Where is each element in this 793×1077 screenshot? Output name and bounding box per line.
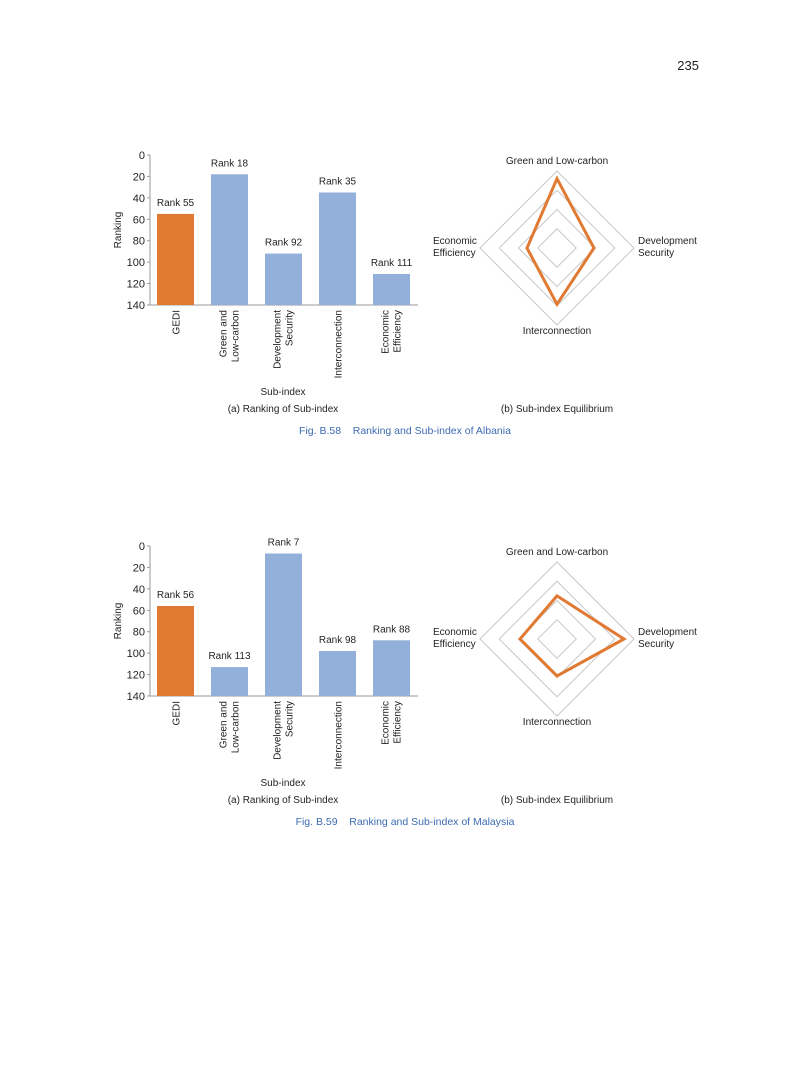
radar-chart-caption: (b) Sub-index Equilibrium <box>501 404 613 415</box>
y-tick-label: 120 <box>127 279 145 291</box>
radar-grid-ring <box>498 189 616 307</box>
y-tick-label: 80 <box>133 236 145 248</box>
radar-grid-ring <box>498 580 616 698</box>
bar-3 <box>319 192 356 305</box>
x-category-label: Interconnection <box>334 310 345 378</box>
radar-axis-label: Efficiency <box>433 639 476 650</box>
bar-2 <box>265 553 302 696</box>
bar-data-label: Rank 88 <box>373 624 411 635</box>
figure-caption: Fig. B.59 Ranking and Sub-index of Malay… <box>296 816 515 828</box>
radar-grid-ring <box>479 561 635 717</box>
x-category-label: Security <box>285 310 296 346</box>
y-tick-label: 0 <box>139 541 145 553</box>
x-category-label: Economic <box>381 310 392 354</box>
bar-data-label: Rank 55 <box>157 198 195 209</box>
radar-axis-label: Interconnection <box>523 717 591 728</box>
radar-axis-label: Security <box>638 248 674 259</box>
radar-axis-label: Security <box>638 639 674 650</box>
y-tick-label: 20 <box>133 562 145 574</box>
y-tick-label: 20 <box>133 171 145 183</box>
x-category-label: Economic <box>381 701 392 745</box>
figure-caption: Fig. B.58 Ranking and Sub-index of Alban… <box>299 425 511 437</box>
radar-axis-label: Economic <box>433 236 477 247</box>
x-category-label: Development <box>273 701 284 760</box>
x-category-label: Development <box>273 310 284 369</box>
radar-axis-label: Interconnection <box>523 326 591 337</box>
y-tick-label: 40 <box>133 193 145 205</box>
x-category-label: GEDI <box>172 701 183 725</box>
bar-1 <box>211 667 248 696</box>
x-category-label: Interconnection <box>334 701 345 769</box>
bar-data-label: Rank 7 <box>268 538 300 549</box>
bar-0 <box>157 213 194 305</box>
x-category-label: Efficiency <box>393 310 404 353</box>
radar-grid-ring <box>517 208 597 288</box>
y-tick-label: 100 <box>127 257 145 269</box>
figure-2: 0 20 40 60 80 100 120 140 Ranking Rank 56 GEDI Rank… <box>113 538 697 829</box>
bar-data-label: Rank 113 <box>208 651 251 662</box>
bar-2 <box>265 253 302 305</box>
y-axis-label: Ranking <box>113 212 124 249</box>
figure-1: 0 20 40 60 80 100 120 140 Ranking Rank 55 GEDI Rank… <box>113 150 697 437</box>
x-category-label: GEDI <box>172 310 183 334</box>
x-category-label: Green and <box>219 701 230 748</box>
x-axis-label: Sub-index <box>260 778 305 789</box>
x-category-label: Efficiency <box>393 701 404 744</box>
bar-0 <box>157 606 194 696</box>
y-tick-label: 140 <box>127 691 145 703</box>
y-tick-label: 40 <box>133 584 145 596</box>
bar-data-label: Rank 92 <box>265 238 303 249</box>
bar-3 <box>319 651 356 696</box>
radar-axis-label: Development <box>638 236 697 247</box>
radar-axis-label: Economic <box>433 627 477 638</box>
radar-axis-label: Development <box>638 627 697 638</box>
bar-data-label: Rank 56 <box>157 590 195 601</box>
x-category-label: Low-carbon <box>231 701 242 753</box>
radar-grid-ring <box>537 228 577 268</box>
bar-chart-caption: (a) Ranking of Sub-index <box>228 795 339 806</box>
bar-4 <box>373 273 410 305</box>
radar-grid-ring <box>537 619 577 659</box>
radar-grid-ring <box>479 170 635 326</box>
bar-chart-caption: (a) Ranking of Sub-index <box>228 404 339 415</box>
bar-4 <box>373 640 410 696</box>
y-tick-label: 120 <box>127 670 145 682</box>
y-axis-label: Ranking <box>113 603 124 640</box>
y-tick-label: 60 <box>133 605 145 617</box>
x-category-label: Green and <box>219 310 230 357</box>
radar-axis-label: Green and Low-carbon <box>506 547 608 558</box>
bar-data-label: Rank 111 <box>371 258 413 269</box>
y-tick-label: 0 <box>139 150 145 162</box>
bar-data-label: Rank 35 <box>319 177 357 188</box>
y-tick-label: 60 <box>133 214 145 226</box>
y-tick-label: 140 <box>127 300 145 312</box>
x-axis-label: Sub-index <box>260 387 305 398</box>
page-number: 235 <box>677 58 699 73</box>
y-tick-label: 80 <box>133 627 145 639</box>
radar-chart-caption: (b) Sub-index Equilibrium <box>501 795 613 806</box>
y-tick-label: 100 <box>127 648 145 660</box>
radar-axis-label: Efficiency <box>433 248 476 259</box>
x-category-label: Security <box>285 701 296 737</box>
bar-1 <box>211 174 248 305</box>
bar-data-label: Rank 18 <box>211 158 249 169</box>
bar-data-label: Rank 98 <box>319 635 357 646</box>
radar-axis-label: Green and Low-carbon <box>506 156 608 167</box>
x-category-label: Low-carbon <box>231 310 242 362</box>
